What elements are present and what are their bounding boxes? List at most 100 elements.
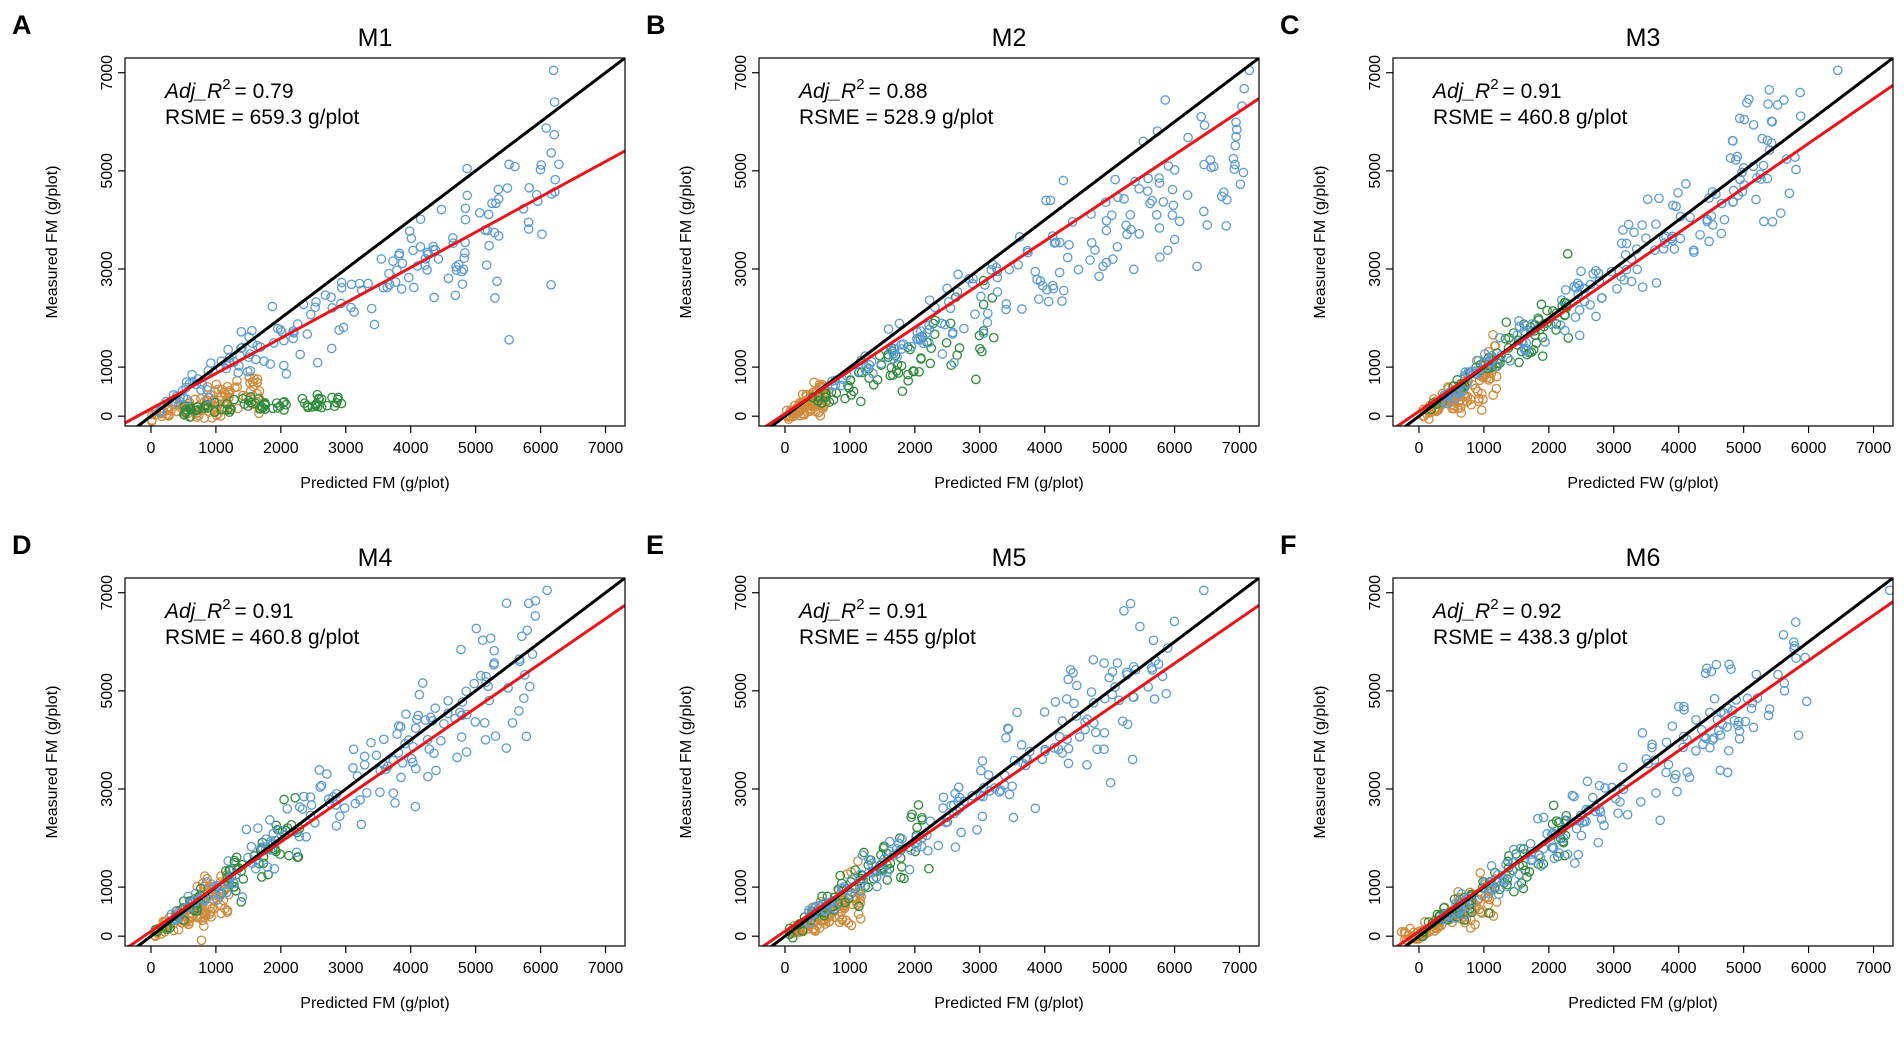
point-medium — [1451, 911, 1462, 922]
point-medium — [975, 343, 985, 354]
point-tall — [1134, 183, 1144, 194]
point-tall — [311, 297, 321, 307]
point-tall — [1711, 659, 1722, 670]
y-tick-label: 3000 — [733, 251, 750, 287]
point-short — [805, 399, 815, 410]
point-tall — [1588, 269, 1599, 279]
point-tall — [408, 245, 418, 256]
point-tall — [1230, 140, 1241, 151]
point-tall — [450, 290, 461, 301]
point-tall — [1074, 731, 1085, 742]
point-tall — [369, 319, 380, 330]
point-tall — [1154, 223, 1165, 233]
point-tall — [1099, 727, 1110, 738]
point-medium — [824, 397, 835, 408]
point-short — [196, 935, 207, 946]
point-medium — [882, 875, 893, 885]
point-tall — [924, 295, 935, 306]
point-medium — [184, 412, 195, 422]
point-tall — [483, 209, 494, 220]
point-tall — [481, 260, 492, 270]
point-tall — [1746, 703, 1757, 714]
point-tall — [236, 343, 246, 354]
point-tall — [1767, 116, 1778, 127]
x-axis-label: Predicted FM (g/plot) — [1568, 995, 1717, 1012]
point-tall — [299, 791, 309, 802]
y-tick-label: 1000 — [1367, 869, 1384, 905]
x-tick-label: 3000 — [328, 960, 364, 977]
point-medium — [1548, 800, 1559, 811]
y-axis-label: Measured FM (g/plot) — [678, 166, 695, 319]
point-tall — [933, 840, 944, 851]
point-tall — [984, 786, 995, 796]
point-tall — [1505, 356, 1516, 366]
point-tall — [320, 290, 331, 301]
point-tall — [1001, 304, 1011, 315]
point-tall — [388, 788, 399, 799]
point-tall — [1013, 259, 1024, 270]
point-tall — [1612, 283, 1622, 294]
point-tall — [1790, 617, 1801, 627]
point-tall — [1054, 267, 1065, 278]
point-tall — [937, 349, 948, 359]
point-tall — [1090, 727, 1101, 738]
y-tick-label: 7000 — [99, 575, 116, 611]
point-medium — [229, 394, 239, 405]
y-tick-label: 1000 — [733, 869, 750, 905]
point-short — [855, 913, 866, 924]
point-tall — [1012, 707, 1022, 718]
point-tall — [876, 358, 887, 369]
point-tall — [439, 718, 449, 729]
point-tall — [1764, 704, 1775, 714]
point-tall — [904, 864, 915, 875]
point-tall — [924, 337, 934, 348]
point-medium — [279, 794, 289, 805]
y-tick-label: 5000 — [1367, 153, 1384, 189]
point-short — [809, 377, 819, 388]
point-tall — [1719, 214, 1730, 225]
point-tall — [331, 820, 342, 831]
point-tall — [541, 123, 552, 133]
point-tall — [246, 841, 257, 852]
x-axis-label: Predicted FW (g/plot) — [1567, 475, 1718, 492]
point-tall — [1030, 803, 1041, 814]
point-tall — [1168, 200, 1179, 211]
point-tall — [423, 771, 433, 782]
point-tall — [1574, 305, 1585, 315]
x-tick-label: 2000 — [897, 440, 933, 457]
point-tall — [1590, 265, 1601, 276]
point-tall — [550, 174, 561, 185]
point-tall — [889, 343, 899, 354]
point-tall — [410, 723, 421, 734]
point-tall — [1058, 285, 1069, 296]
plot-frame — [124, 57, 626, 427]
point-tall — [1679, 701, 1689, 712]
point-tall — [489, 645, 500, 656]
point-tall — [378, 734, 389, 745]
point-short — [245, 386, 256, 396]
point-short — [853, 909, 864, 919]
point-tall — [530, 611, 541, 621]
point-tall — [893, 838, 904, 849]
point-tall — [977, 811, 988, 822]
x-axis-label: Predicted FM (g/plot) — [934, 995, 1083, 1012]
x-tick-label: 4000 — [1027, 960, 1063, 977]
x-tick-label: 6000 — [523, 960, 559, 977]
point-tall — [1456, 889, 1467, 899]
point-tall — [1722, 722, 1733, 732]
point-tall — [847, 874, 857, 885]
point-tall — [924, 324, 935, 335]
x-tick-label: 5000 — [1092, 960, 1128, 977]
point-tall — [1691, 745, 1701, 756]
point-medium — [1514, 357, 1524, 368]
point-tall — [415, 241, 426, 252]
point-tall — [938, 792, 949, 803]
point-tall — [1763, 710, 1774, 721]
point-medium — [1536, 299, 1547, 310]
point-tall — [523, 217, 534, 228]
point-tall — [1235, 179, 1246, 190]
point-tall — [1655, 815, 1666, 826]
point-tall — [339, 803, 350, 813]
plot-frame — [124, 577, 626, 947]
point-tall — [390, 277, 401, 287]
